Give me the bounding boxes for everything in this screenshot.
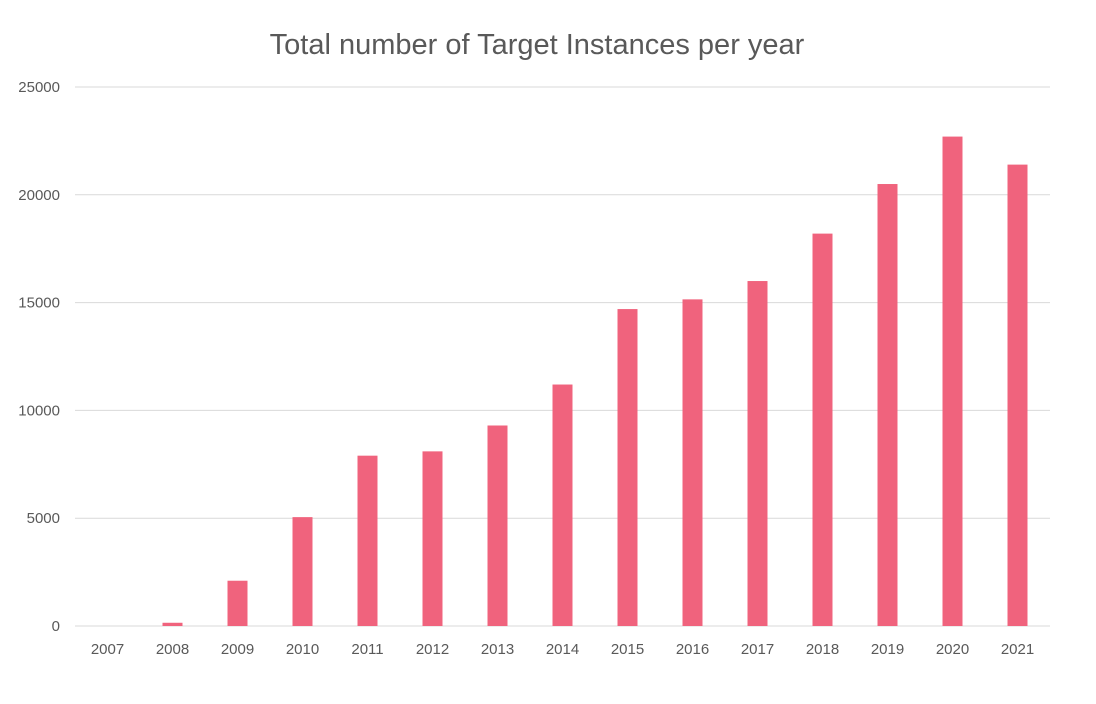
y-tick-label: 20000 [18,187,60,204]
bar-2010 [292,517,313,626]
bar-2019 [877,184,898,626]
y-tick-label: 10000 [18,402,60,419]
bar-2013 [487,425,508,626]
x-tick-label: 2007 [91,641,124,658]
x-tick-label: 2016 [676,641,709,658]
bar-2009 [227,580,248,626]
chart-title: Total number of Target Instances per yea… [270,29,805,61]
y-tick-label: 0 [52,618,60,635]
bar-2011 [357,455,378,626]
bar-2017 [747,281,768,626]
x-tick-label: 2012 [416,641,449,658]
bar-2021 [1007,164,1028,626]
x-tick-label: 2018 [806,641,839,658]
x-tick-label: 2011 [351,641,383,658]
x-tick-label: 2015 [611,641,644,658]
x-tick-label: 2019 [871,641,904,658]
y-tick-label: 5000 [27,510,60,527]
y-axis-ticks: 0 5000 10000 15000 20000 25000 [18,79,60,635]
bar-2014 [552,384,573,626]
x-axis-ticks: 2007 2008 2009 2010 2011 2012 2013 2014 2015 2016… [91,641,1034,658]
bar-2015 [617,309,638,626]
x-tick-label: 2021 [1001,641,1034,658]
x-tick-label: 2010 [286,641,319,658]
y-tick-label: 15000 [18,295,60,312]
bar-2020 [942,136,963,626]
x-tick-label: 2009 [221,641,254,658]
bar-2012 [422,451,443,626]
x-tick-label: 2013 [481,641,514,658]
x-tick-label: 2014 [546,641,579,658]
x-tick-label: 2017 [741,641,774,658]
x-tick-label: 2020 [936,641,969,658]
bar-2018 [812,233,833,626]
x-tick-label: 2008 [156,641,189,658]
bars [162,136,1028,626]
bar-2016 [682,299,703,626]
bar-2008 [162,622,183,626]
y-tick-label: 25000 [18,79,60,96]
